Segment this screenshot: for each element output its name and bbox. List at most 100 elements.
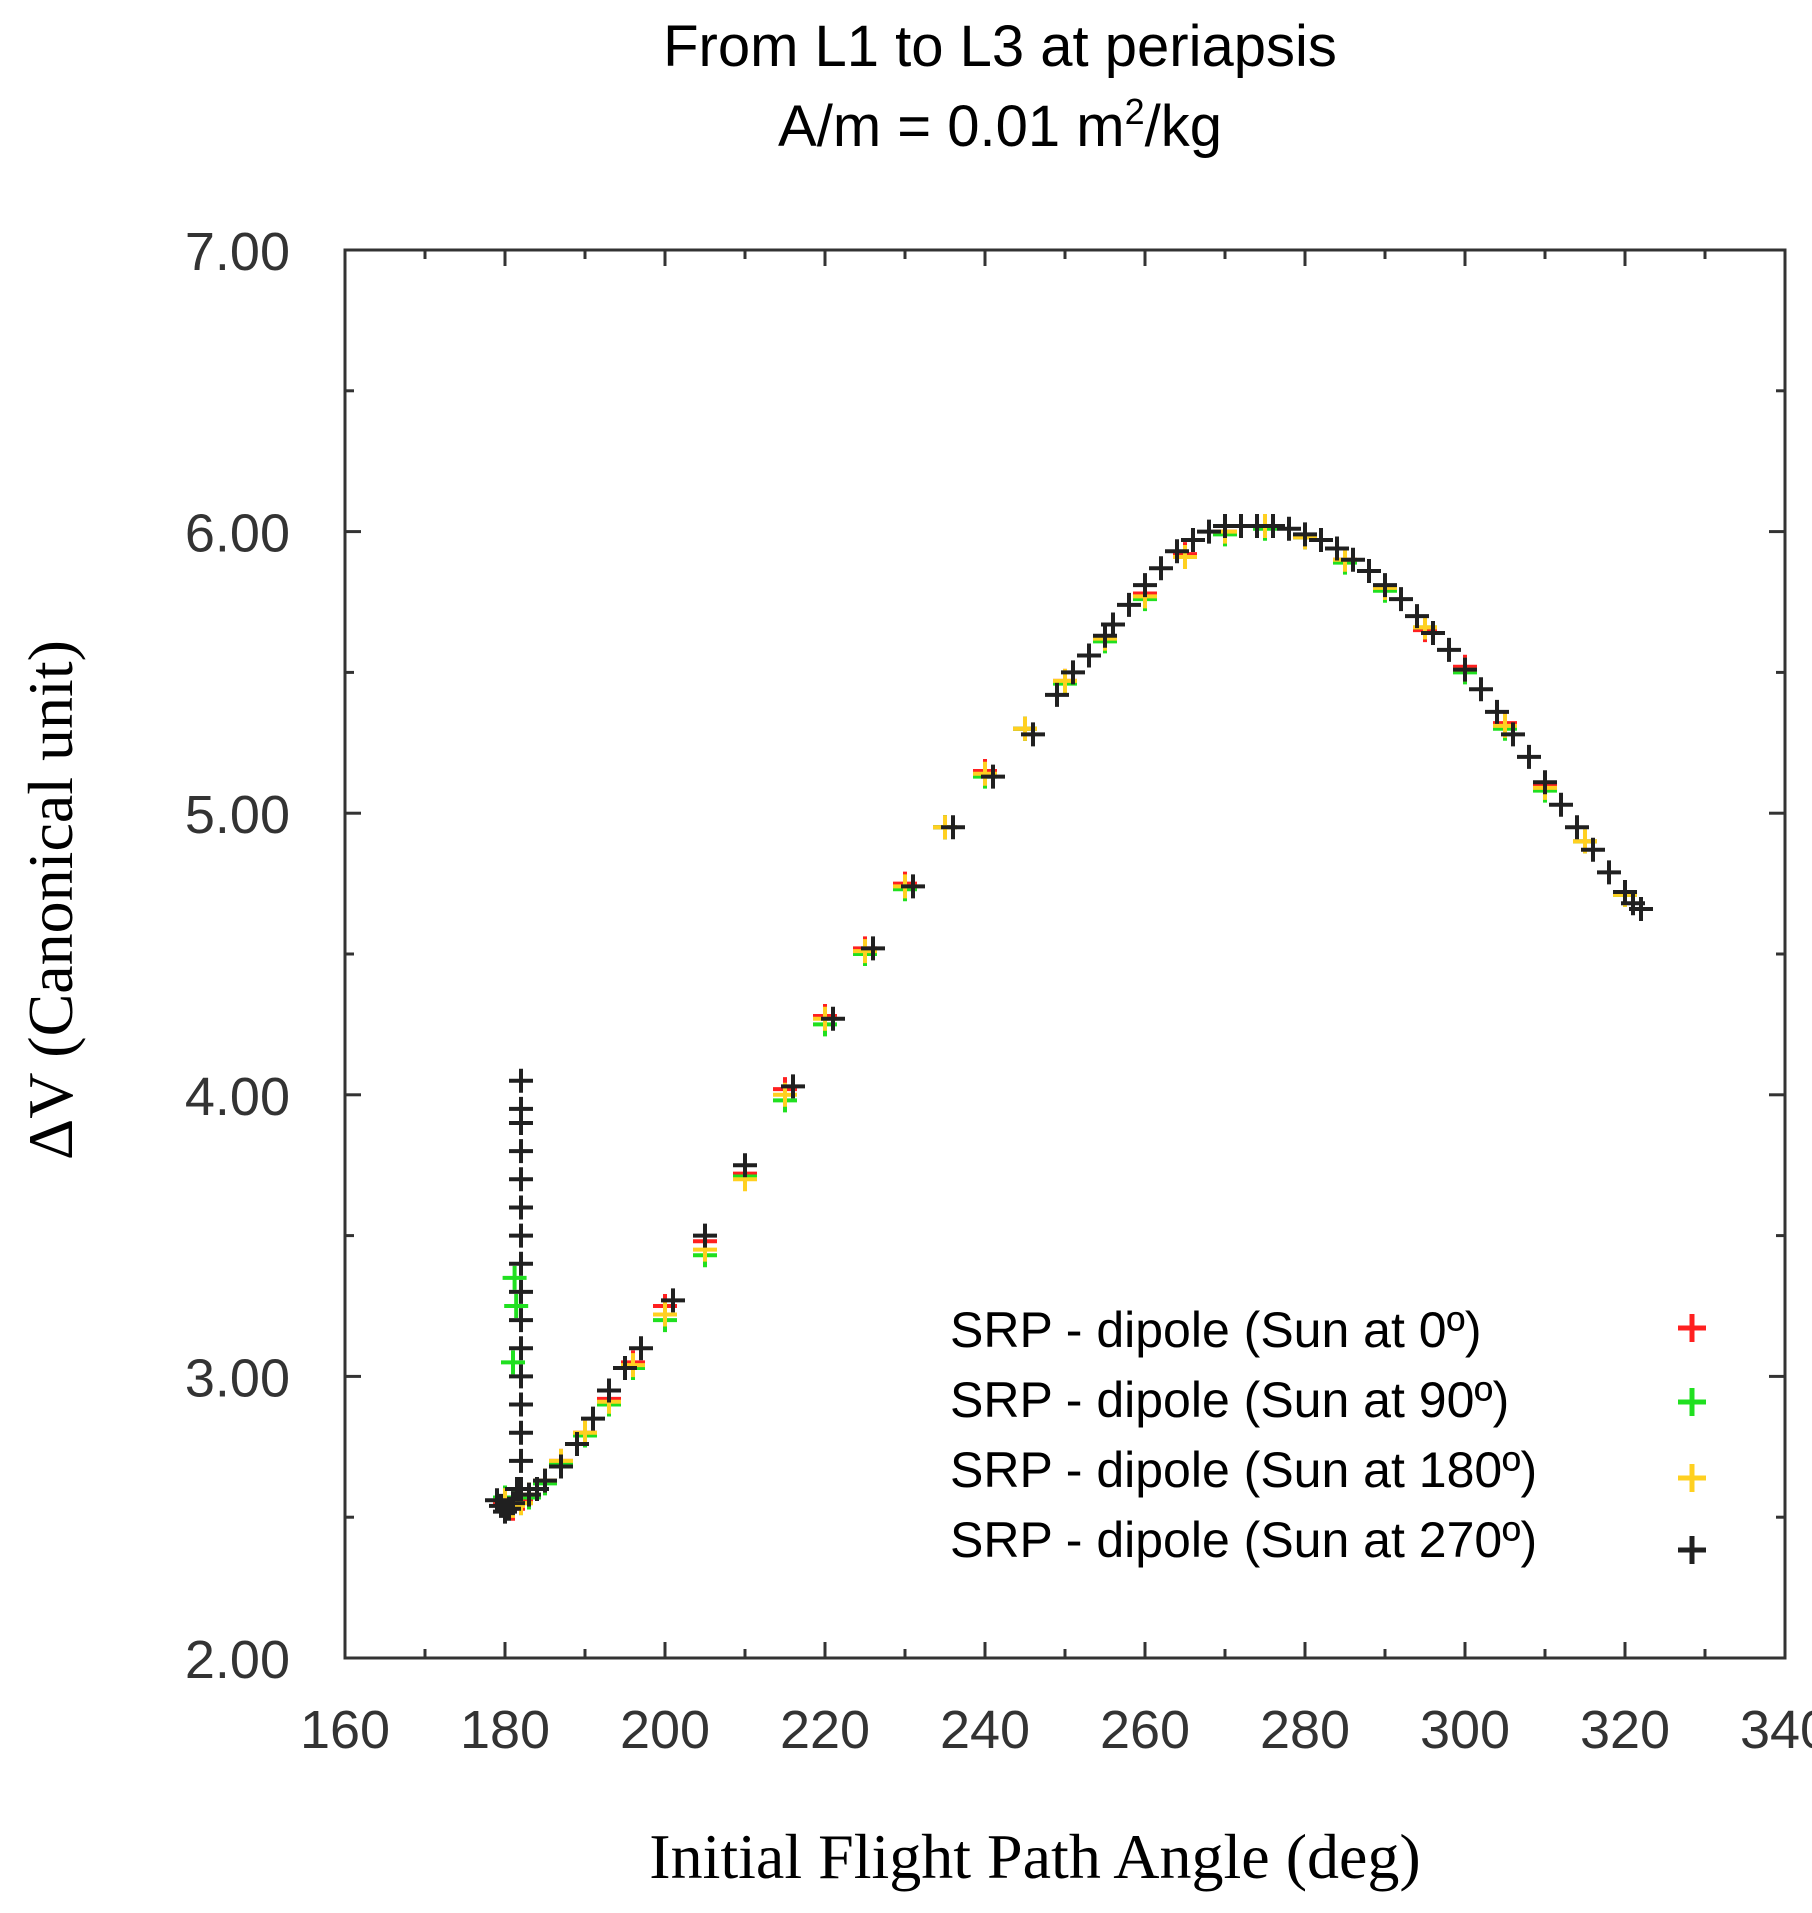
y-tick-label: 2.00 (185, 1630, 290, 1690)
y-tick-label: 3.00 (185, 1348, 290, 1408)
data-point (1165, 539, 1189, 564)
data-point (613, 1355, 637, 1380)
data-point (1101, 612, 1125, 637)
data-point (1181, 528, 1205, 553)
legend-label: SRP - dipole (Sun at 0º) (950, 1302, 1482, 1358)
data-point (1421, 620, 1445, 645)
data-point (1533, 770, 1557, 795)
data-point (941, 815, 965, 840)
data-point (781, 1074, 805, 1099)
data-point (1077, 643, 1101, 668)
tick-labels: 160 180 200 220 240 260 280 300 320 340 2.00 3.00 4.… (185, 222, 1812, 1760)
data-point (509, 1279, 533, 1304)
data-point (1061, 660, 1085, 685)
legend-entry: SRP - dipole (Sun at 90º) (950, 1372, 1706, 1428)
data-point (1133, 573, 1157, 598)
data-point (497, 1496, 521, 1521)
data-point (1597, 860, 1621, 885)
x-tick-label: 200 (620, 1700, 710, 1760)
data-point (1581, 837, 1605, 862)
x-tick-label: 220 (780, 1700, 870, 1760)
x-axis-label: Initial Flight Path Angle (deg) (649, 1821, 1420, 1892)
data-point (509, 1448, 533, 1473)
legend: SRP - dipole (Sun at 0º) SRP - dipole (S… (950, 1302, 1706, 1568)
legend-entry: SRP - dipole (Sun at 180º) (950, 1442, 1706, 1498)
chart-subtitle: A/m = 0.01 m2/kg (778, 91, 1222, 159)
data-point (1389, 587, 1413, 612)
data-point (901, 874, 925, 899)
legend-label: SRP - dipole (Sun at 270º) (950, 1512, 1537, 1568)
x-tick-label: 280 (1260, 1700, 1350, 1760)
data-point (1045, 682, 1069, 707)
data-point (509, 1167, 533, 1192)
data-point (1549, 792, 1573, 817)
data-point (565, 1431, 589, 1456)
data-point (1437, 637, 1461, 662)
chart-subtitle-suffix: /kg (1145, 94, 1222, 159)
y-tick-label: 6.00 (185, 504, 290, 564)
data-point (1261, 513, 1285, 538)
data-point (1357, 559, 1381, 584)
x-tick-label: 160 (300, 1700, 390, 1760)
y-tick-label: 4.00 (185, 1067, 290, 1127)
data-point (693, 1223, 717, 1248)
legend-label: SRP - dipole (Sun at 180º) (950, 1442, 1537, 1498)
data-point (1117, 592, 1141, 617)
data-point (1341, 547, 1365, 572)
data-point (597, 1378, 621, 1403)
axis-ticks (343, 248, 1787, 1660)
data-point (1517, 744, 1541, 769)
data-point (504, 1294, 529, 1318)
data-point (509, 1364, 533, 1389)
data-point (509, 1195, 533, 1220)
data-point (653, 1302, 677, 1327)
data-point (509, 1096, 533, 1121)
data-point (509, 1223, 533, 1248)
chart-subtitle-prefix: A/m = 0.01 m (778, 94, 1125, 159)
data-point (509, 1420, 533, 1445)
data-point (821, 1006, 845, 1031)
x-tick-label: 340 (1740, 1700, 1812, 1760)
data-point (509, 1392, 533, 1417)
data-point (1373, 573, 1397, 598)
x-tick-label: 260 (1100, 1700, 1190, 1760)
data-point (1485, 699, 1509, 724)
legend-label: SRP - dipole (Sun at 90º) (950, 1372, 1509, 1428)
data-point (501, 1350, 525, 1375)
data-point (501, 1491, 525, 1516)
x-tick-label: 300 (1420, 1700, 1510, 1760)
data-point (1405, 604, 1429, 629)
x-tick-label: 180 (460, 1700, 550, 1760)
data-point (509, 1336, 533, 1361)
legend-entry: SRP - dipole (Sun at 0º) (950, 1302, 1706, 1358)
data-point (981, 764, 1005, 789)
data-point (1325, 536, 1349, 561)
data-point (509, 1068, 533, 1093)
data-point (1293, 522, 1317, 547)
data-point (733, 1153, 757, 1178)
legend-entry: SRP - dipole (Sun at 270º) (950, 1512, 1706, 1568)
data-point (502, 1265, 527, 1290)
data-point (509, 1251, 533, 1276)
data-point (1565, 815, 1589, 840)
data-point (1501, 722, 1525, 747)
data-point (1453, 657, 1477, 682)
data-point (549, 1454, 573, 1479)
legend-marker (1678, 1314, 1706, 1342)
data-point (533, 1468, 557, 1493)
y-axis-label: ΔV (Canonical unit) (15, 640, 86, 1160)
data-point (1629, 896, 1653, 921)
data-point (1277, 516, 1301, 541)
data-point (861, 936, 885, 961)
legend-marker (1678, 1464, 1706, 1492)
y-tick-label: 5.00 (185, 785, 290, 845)
data-point (1469, 677, 1493, 702)
data-points (485, 513, 1653, 1524)
data-point (1021, 722, 1045, 747)
series-3 (485, 513, 1653, 1524)
x-tick-label: 240 (940, 1700, 1030, 1760)
data-point (661, 1288, 685, 1313)
data-point (629, 1336, 653, 1361)
legend-marker (1678, 1536, 1706, 1564)
